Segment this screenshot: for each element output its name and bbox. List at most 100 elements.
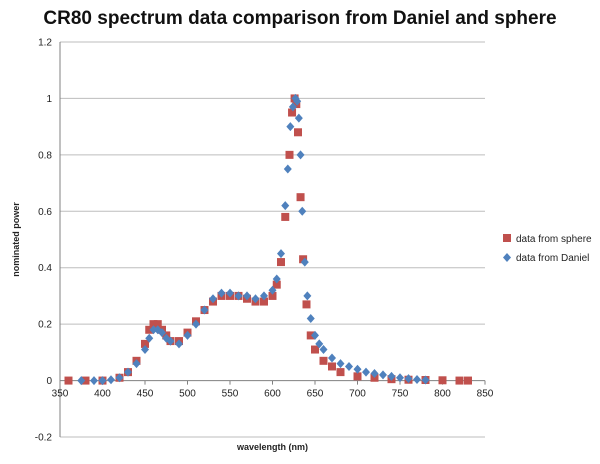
data-point-daniel <box>149 325 158 335</box>
data-point-sphere <box>272 280 281 289</box>
data-point-sphere <box>141 339 149 348</box>
data-point-daniel <box>306 314 315 323</box>
data-point-daniel <box>288 102 297 112</box>
x-tick-labels: 350 400 450 500 550 600 650 700 750 800 850 <box>52 389 494 400</box>
data-point-daniel <box>396 373 404 383</box>
x-tick-label: 600 <box>264 389 281 400</box>
data-point-sphere <box>296 193 305 202</box>
data-point-daniel <box>362 367 370 377</box>
data-point-daniel <box>286 122 295 132</box>
data-point-daniel <box>243 291 251 301</box>
data-point-sphere <box>268 291 277 300</box>
data-point-daniel <box>421 375 430 385</box>
data-point-daniel <box>387 371 396 381</box>
data-point-daniel <box>175 339 183 349</box>
data-point-daniel <box>345 361 353 371</box>
data-point-daniel <box>107 375 115 385</box>
data-point-daniel <box>200 305 209 315</box>
data-point-sphere <box>81 376 90 385</box>
data-point-daniel <box>303 291 312 301</box>
data-point-sphere <box>145 325 154 334</box>
y-tick-labels: -0.2 0 0.2 0.4 0.6 0.8 1 1.2 <box>35 38 53 444</box>
y-tick-label: 0.2 <box>38 320 52 331</box>
legend-label-data-from-daniel: data from Daniel <box>516 253 589 264</box>
data-point-daniel <box>158 328 166 338</box>
chart-title: CR80 spectrum data comparison from Danie… <box>43 8 557 29</box>
data-point-sphere <box>464 376 472 385</box>
data-point-daniel <box>283 164 292 174</box>
legend-marker-data-from-daniel <box>503 253 511 262</box>
x-tick-label: 450 <box>137 389 154 400</box>
data-point-daniel <box>294 113 303 123</box>
data-point-daniel <box>413 374 421 384</box>
data-point-daniel <box>300 257 309 267</box>
y-tick-label: 0.4 <box>38 263 52 274</box>
data-point-daniel <box>379 370 387 380</box>
x-axis-title: wavelength (nm) <box>236 442 308 452</box>
data-point-daniel <box>124 367 132 377</box>
data-point-daniel <box>251 294 260 304</box>
data-point-sphere <box>149 320 158 329</box>
x-tick-label: 800 <box>434 389 451 400</box>
axes <box>59 42 486 437</box>
data-point-daniel <box>217 288 226 298</box>
x-tick-label: 350 <box>52 389 69 400</box>
data-point-daniel <box>226 288 234 298</box>
data-point-daniel <box>260 291 268 301</box>
y-tick-label: 0 <box>46 376 52 387</box>
data-point-daniel <box>145 333 154 343</box>
data-point-sphere <box>260 297 268 306</box>
data-point-sphere <box>64 376 73 385</box>
x-tick-label: 500 <box>179 389 196 400</box>
data-point-daniel <box>192 319 200 329</box>
x-tick-label: 850 <box>477 389 494 400</box>
data-point-daniel <box>296 150 305 160</box>
data-point-daniel <box>77 376 86 386</box>
data-point-daniel <box>328 353 336 363</box>
data-point-daniel <box>209 294 217 304</box>
data-point-sphere <box>319 356 328 365</box>
data-point-sphere <box>353 372 362 381</box>
data-point-daniel <box>404 374 413 384</box>
data-point-sphere <box>306 331 315 340</box>
x-tick-label: 650 <box>307 389 324 400</box>
data-point-daniel <box>98 376 107 386</box>
data-point-daniel <box>281 201 290 211</box>
data-point-daniel <box>115 373 124 383</box>
data-point-daniel <box>315 339 324 349</box>
data-point-daniel <box>141 345 149 355</box>
data-point-daniel <box>272 274 281 284</box>
y-tick-label: 0.6 <box>38 207 52 218</box>
data-point-sphere <box>455 376 464 385</box>
data-point-sphere <box>311 345 319 354</box>
y-tick-label: 1 <box>46 94 52 105</box>
y-axis-title: nominated power <box>11 202 21 277</box>
data-point-daniel <box>132 359 141 369</box>
data-point-daniel <box>293 96 302 106</box>
data-point-daniel <box>277 249 285 259</box>
data-point-sphere <box>328 362 336 371</box>
series-data-from-daniel <box>77 93 430 386</box>
series-data-from-sphere <box>64 94 472 385</box>
x-tick-label: 550 <box>222 389 239 400</box>
data-point-sphere <box>277 258 285 267</box>
legend: data from sphere data from Daniel <box>503 234 592 264</box>
data-point-sphere <box>438 376 447 385</box>
data-point-sphere <box>302 300 311 309</box>
data-point-daniel <box>183 330 192 340</box>
legend-label-data-from-sphere: data from sphere <box>516 234 592 245</box>
data-point-sphere <box>336 368 345 377</box>
y-tick-label: 1.2 <box>38 38 52 49</box>
y-tick-label: -0.2 <box>35 433 53 444</box>
data-point-daniel <box>234 291 243 301</box>
x-tick-label: 750 <box>392 389 409 400</box>
x-tick-label: 700 <box>349 389 366 400</box>
data-point-daniel <box>298 206 307 216</box>
x-tick-label: 400 <box>94 389 111 400</box>
data-point-daniel <box>166 336 175 346</box>
data-point-sphere <box>288 108 297 117</box>
data-point-sphere <box>294 128 302 137</box>
data-point-daniel <box>319 345 328 355</box>
